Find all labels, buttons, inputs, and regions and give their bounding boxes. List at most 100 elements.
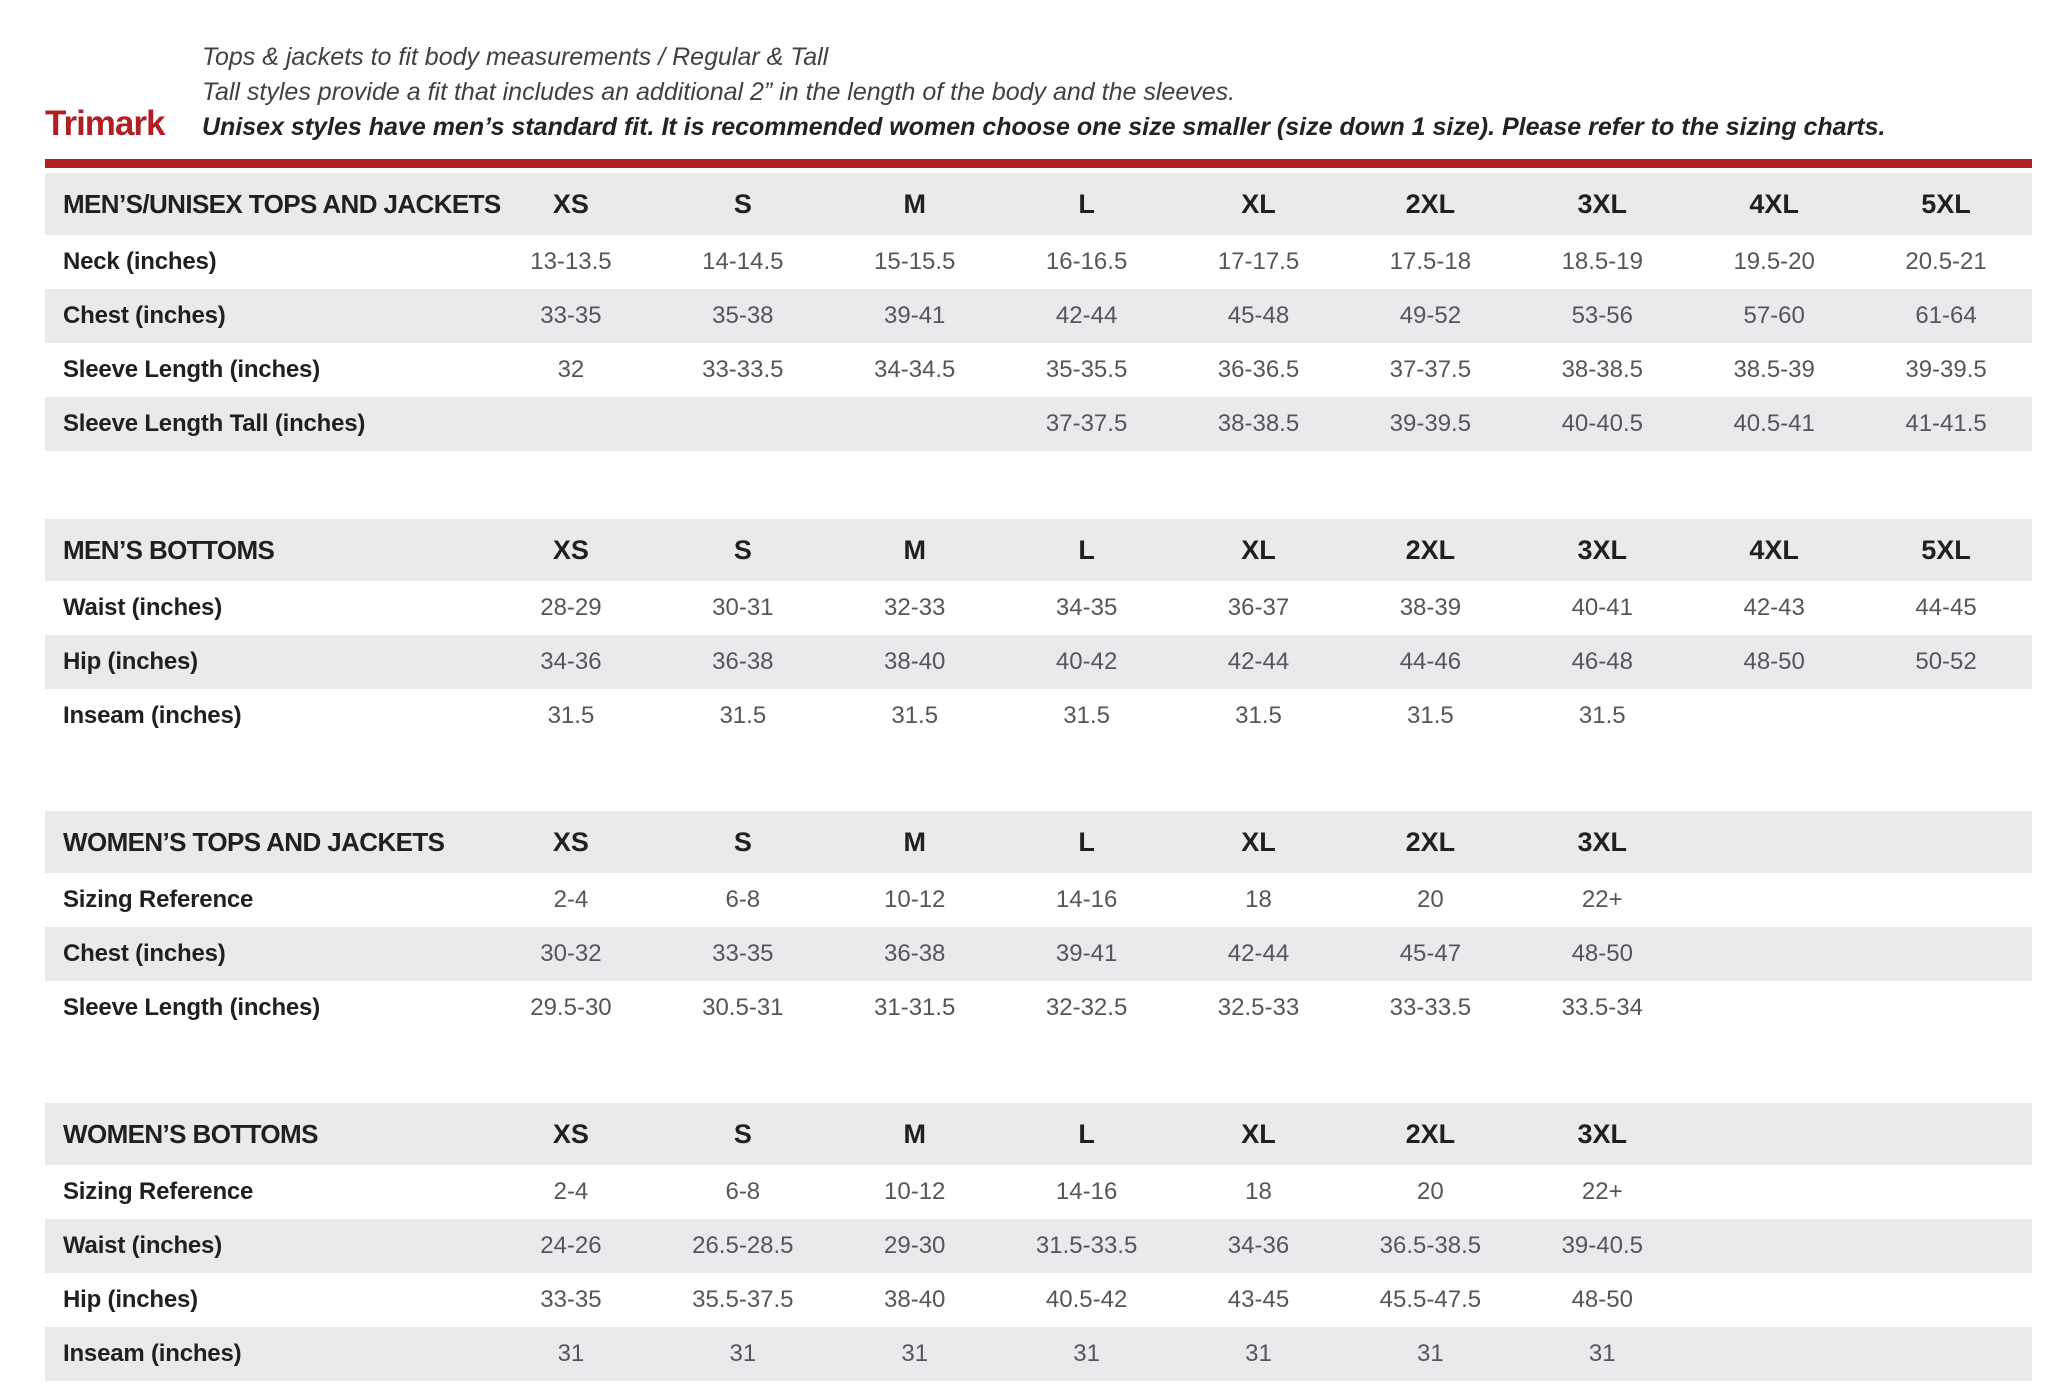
value-cell: 2-4	[553, 886, 589, 913]
value-cell: 20	[1417, 1178, 1444, 1205]
tables-container: MEN’S/UNISEX TOPS AND JACKETS XS S M L XL 2XL 3…	[45, 173, 2032, 1381]
table-row: Waist (inches) 28-29 30-31 32-33 34-35 36-37 3…	[45, 581, 2032, 635]
value-cell: 14-16	[1055, 886, 1118, 913]
table-row: Chest (inches) 33-35 35-38 39-41 42-44 45-48 4…	[45, 289, 2032, 343]
row-label: Sleeve Length (inches)	[63, 356, 320, 383]
value-cell: 14-14.5	[702, 248, 784, 275]
value-cell: 31.5	[1578, 702, 1626, 729]
row-label: Hip (inches)	[63, 1286, 198, 1313]
table-header-row: MEN’S/UNISEX TOPS AND JACKETS XS S M L XL 2XL 3…	[45, 173, 2032, 235]
value-cell: 45-48	[1227, 302, 1290, 329]
value-cell: 48-50	[1571, 1286, 1633, 1313]
value-cell: 22+	[1581, 886, 1623, 913]
value-cell: 10-12	[884, 1178, 946, 1205]
size-header-cell: 3XL	[1577, 188, 1628, 219]
brand-logo: Trimark	[45, 104, 165, 143]
value-cell: 31	[729, 1340, 757, 1367]
row-label: Hip (inches)	[63, 648, 198, 675]
size-header-cell: M	[903, 188, 926, 219]
value-cell: 36-37	[1227, 594, 1290, 621]
value-cell: 31	[1417, 1340, 1444, 1367]
value-cell: 33-33.5	[1389, 994, 1472, 1021]
value-cell: 39-41	[1055, 940, 1118, 967]
size-header-cell: 2XL	[1405, 826, 1456, 857]
value-cell: 31.5	[1235, 702, 1282, 729]
value-cell: 30-31	[712, 594, 774, 621]
value-cell: 40-41	[1571, 594, 1633, 621]
value-cell: 45-47	[1399, 940, 1462, 967]
value-cell: 39-40.5	[1561, 1232, 1643, 1259]
value-cell: 38.5-39	[1733, 356, 1815, 383]
size-table: WOMEN’S TOPS AND JACKETS XS S M L XL 2XL 3XL Siz…	[45, 811, 2032, 1035]
value-cell: 37-37.5	[1045, 410, 1128, 437]
value-cell: 42-43	[1743, 594, 1805, 621]
table-title: WOMEN’S TOPS AND JACKETS	[63, 826, 445, 857]
value-cell: 40.5-42	[1045, 1286, 1128, 1313]
size-header-cell: 3XL	[1577, 1118, 1628, 1149]
row-label: Inseam (inches)	[63, 1340, 242, 1367]
value-cell: 32-33	[884, 594, 946, 621]
table-row: Inseam (inches) 31 31 31 31 31 31 31	[45, 1327, 2032, 1381]
table-row: Inseam (inches) 31.5 31.5 31.5 31.5 31.5 31.5 3…	[45, 689, 2032, 743]
table-row: Sleeve Length Tall (inches) 37-37.5 38-38.…	[45, 397, 2032, 451]
value-cell: 24-26	[540, 1232, 602, 1259]
value-cell: 46-48	[1571, 648, 1633, 675]
size-header-cell: XL	[1241, 534, 1276, 565]
value-cell: 36.5-38.5	[1379, 1232, 1482, 1259]
value-cell: 33-33.5	[702, 356, 784, 383]
value-cell: 41-41.5	[1905, 410, 1987, 437]
table-row: Sleeve Length (inches) 32 33-33.5 34-34.5 35…	[45, 343, 2032, 397]
value-cell: 38-40	[884, 1286, 946, 1313]
value-cell: 36-36.5	[1217, 356, 1300, 383]
value-cell: 26.5-28.5	[692, 1232, 794, 1259]
table-row: Neck (inches) 13-13.5 14-14.5 15-15.5 16-16.…	[45, 235, 2032, 289]
size-header-cell: L	[1078, 826, 1095, 857]
size-header-cell: XS	[552, 188, 589, 219]
size-header-cell: XS	[552, 1118, 589, 1149]
value-cell: 32.5-33	[1217, 994, 1300, 1021]
table-row: Sizing Reference 2-4 6-8 10-12 14-16 18 20 22+	[45, 873, 2032, 927]
value-cell: 42-44	[1227, 648, 1290, 675]
value-cell: 35-38	[712, 302, 774, 329]
value-cell: 40-40.5	[1561, 410, 1643, 437]
size-table: MEN’S BOTTOMS XS S M L XL 2XL 3XL 4XL 5XL Waist (i…	[45, 519, 2032, 743]
value-cell: 40-42	[1055, 648, 1118, 675]
table-title: WOMEN’S BOTTOMS	[63, 1118, 318, 1149]
size-header-cell: L	[1078, 1118, 1095, 1149]
table-row: Hip (inches) 34-36 36-38 38-40 40-42 42-44 44-…	[45, 635, 2032, 689]
value-cell: 31-31.5	[874, 994, 956, 1021]
value-cell: 32-32.5	[1045, 994, 1128, 1021]
size-table: WOMEN’S BOTTOMS XS S M L XL 2XL 3XL Sizing Refer…	[45, 1103, 2032, 1381]
size-header-cell: XL	[1241, 1118, 1276, 1149]
value-cell: 31	[557, 1340, 585, 1367]
value-cell: 35.5-37.5	[692, 1286, 794, 1313]
size-header-cell: S	[733, 534, 752, 565]
value-cell: 31	[1073, 1340, 1100, 1367]
value-cell: 38-38.5	[1561, 356, 1643, 383]
size-header-cell: XL	[1241, 188, 1276, 219]
value-cell: 42-44	[1227, 940, 1290, 967]
page-header: Trimark Tops & jackets to fit body measu…	[45, 40, 2032, 145]
value-cell: 13-13.5	[530, 248, 612, 275]
value-cell: 20	[1417, 886, 1444, 913]
value-cell: 38-39	[1399, 594, 1462, 621]
size-header-cell: L	[1078, 188, 1095, 219]
size-header-cell: M	[903, 826, 926, 857]
value-cell: 40.5-41	[1733, 410, 1815, 437]
value-cell: 20.5-21	[1905, 248, 1987, 275]
value-cell: 15-15.5	[874, 248, 956, 275]
value-cell: 57-60	[1743, 302, 1805, 329]
value-cell: 17.5-18	[1389, 248, 1472, 275]
value-cell: 35-35.5	[1045, 356, 1128, 383]
size-header-cell: XS	[552, 534, 589, 565]
size-header-cell: S	[733, 188, 752, 219]
value-cell: 14-16	[1055, 1178, 1118, 1205]
row-label: Sizing Reference	[63, 1178, 254, 1205]
value-cell: 31	[901, 1340, 929, 1367]
size-header-cell: S	[733, 1118, 752, 1149]
row-label: Sleeve Length Tall (inches)	[63, 410, 366, 437]
size-header-cell: 3XL	[1577, 534, 1628, 565]
value-cell: 31	[1588, 1340, 1616, 1367]
value-cell: 33-35	[540, 302, 602, 329]
